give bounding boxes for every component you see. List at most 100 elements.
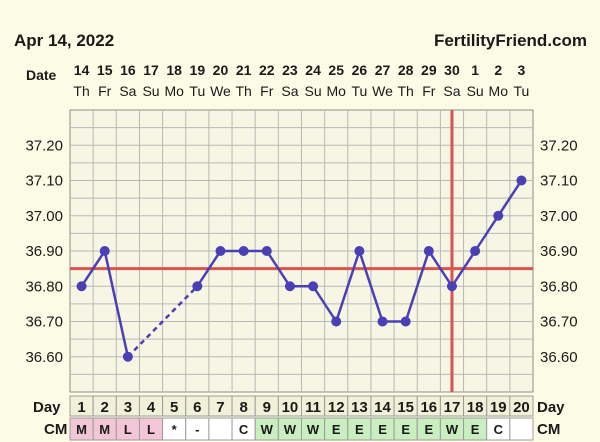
y-tick-label: 36.80 (25, 278, 63, 295)
date-label: 30 (444, 62, 460, 78)
weekday-label: Th (73, 83, 89, 99)
cm-cell (208, 417, 233, 441)
day-row-label-right: Day (537, 399, 565, 416)
brand-name: FertilityFriend.com (434, 31, 587, 50)
cm-value: E (471, 422, 480, 437)
weekday-label: Fr (260, 83, 274, 99)
cm-value: C (494, 422, 504, 437)
day-row: 1 2 3 4 5 6 7 8 9 10 11 12 13 14 15 16 17 18 19 20 (69, 395, 534, 417)
temperature-line (312, 285, 338, 323)
temperature-line (450, 250, 477, 287)
y-axis-right: 37.20 37.10 37.00 36.90 36.80 36.70 36.60 (540, 137, 578, 366)
cm-value: * (172, 422, 178, 437)
temperature-line (404, 250, 431, 322)
temperature-line (358, 250, 384, 322)
cm-row: M M L L * - C W W W E E E E E W E C (69, 417, 534, 441)
date-label: 2 (494, 62, 502, 78)
day-number: 6 (193, 399, 201, 416)
day-row-label: Day (33, 399, 61, 416)
temperature-line (474, 215, 500, 252)
cm-value: E (424, 422, 433, 437)
date-label: 18 (166, 62, 182, 78)
temperature-point (470, 246, 481, 256)
y-axis-left: 37.20 37.10 37.00 36.90 36.80 36.70 36.60 (25, 137, 63, 366)
weekday-label: Fr (422, 83, 436, 99)
temperature-point (423, 246, 434, 256)
date-label: 24 (305, 62, 321, 78)
weekday-label: Su (305, 83, 322, 99)
y-tick-label: 36.60 (25, 349, 63, 366)
weekday-label: We (210, 83, 231, 99)
cm-value: L (147, 422, 155, 437)
weekday-label: Su (142, 83, 159, 99)
day-cell (509, 395, 534, 417)
temperature-point (377, 316, 388, 327)
weekday-row: Th Fr Sa Su Mo Tu We Th Fr Sa Su Mo Tu We Th Fr Sa Su Mo Tu (73, 83, 529, 99)
temperature-point (215, 246, 226, 256)
cm-value: E (332, 422, 341, 437)
weekday-label: Tu (189, 83, 205, 99)
date-label: 29 (421, 62, 437, 78)
date-label: 28 (398, 62, 414, 78)
cm-value: M (99, 422, 110, 437)
date-label: 1 (471, 62, 479, 78)
weekday-label: Sa (281, 83, 298, 99)
temperature-point (331, 316, 342, 327)
temperature-line (335, 250, 361, 322)
day-number: 2 (101, 399, 109, 416)
temperature-point (284, 281, 295, 292)
temperature-point (516, 175, 527, 186)
day-number: 13 (351, 399, 368, 416)
temperature-line (427, 250, 454, 287)
day-number: 7 (216, 399, 224, 416)
weekday-label: Mo (164, 83, 184, 99)
cm-value: E (378, 422, 387, 437)
cm-row-label: CM (44, 421, 67, 438)
day-number: 12 (328, 399, 345, 416)
temperature-point (99, 246, 110, 256)
temperature-point (400, 316, 411, 327)
weekday-label: Fr (98, 83, 112, 99)
cm-row-label-right: CM (537, 421, 560, 438)
y-tick-label: 36.70 (25, 314, 63, 331)
day-number: 8 (239, 399, 247, 416)
weekday-label: Tu (351, 83, 367, 99)
cm-value: W (307, 422, 320, 437)
cm-cell (509, 417, 534, 441)
temperature-point (493, 210, 504, 221)
temperature-gap-line (126, 285, 199, 358)
weekday-label: Su (467, 83, 484, 99)
temperature-point (261, 246, 272, 256)
day-number: 9 (263, 399, 271, 416)
weekday-label: Tu (514, 83, 530, 99)
temperature-point (192, 281, 203, 292)
day-number: 3 (124, 399, 132, 416)
day-number: 19 (490, 399, 507, 416)
y-tick-label: 37.20 (540, 137, 578, 154)
date-label: 3 (518, 62, 526, 78)
date-label: 16 (120, 62, 136, 78)
day-number: 14 (374, 399, 391, 416)
weekday-label: Mo (489, 83, 509, 99)
y-tick-label: 37.00 (25, 208, 63, 225)
y-tick-label: 36.90 (540, 243, 578, 260)
y-tick-label: 36.60 (540, 349, 578, 366)
weekday-label: Th (398, 83, 414, 99)
y-tick-label: 37.10 (540, 173, 578, 190)
day-number: 17 (444, 399, 461, 416)
date-label: 26 (352, 62, 368, 78)
y-tick-label: 36.80 (540, 278, 578, 295)
temperature-point (76, 281, 87, 292)
temperature-point (238, 246, 249, 256)
date-row: 14 15 16 17 18 19 20 21 22 23 24 25 26 27 28 29 30 1 2 3 (74, 62, 526, 78)
day-number: 15 (397, 399, 414, 416)
day-number: 5 (170, 399, 178, 416)
cm-value: W (446, 422, 459, 437)
date-label: 22 (259, 62, 275, 78)
y-tick-label: 36.70 (540, 314, 578, 331)
day-number: 18 (467, 399, 484, 416)
cm-value: - (195, 422, 199, 437)
weekday-label: Th (235, 83, 251, 99)
temperature-line (103, 250, 130, 358)
